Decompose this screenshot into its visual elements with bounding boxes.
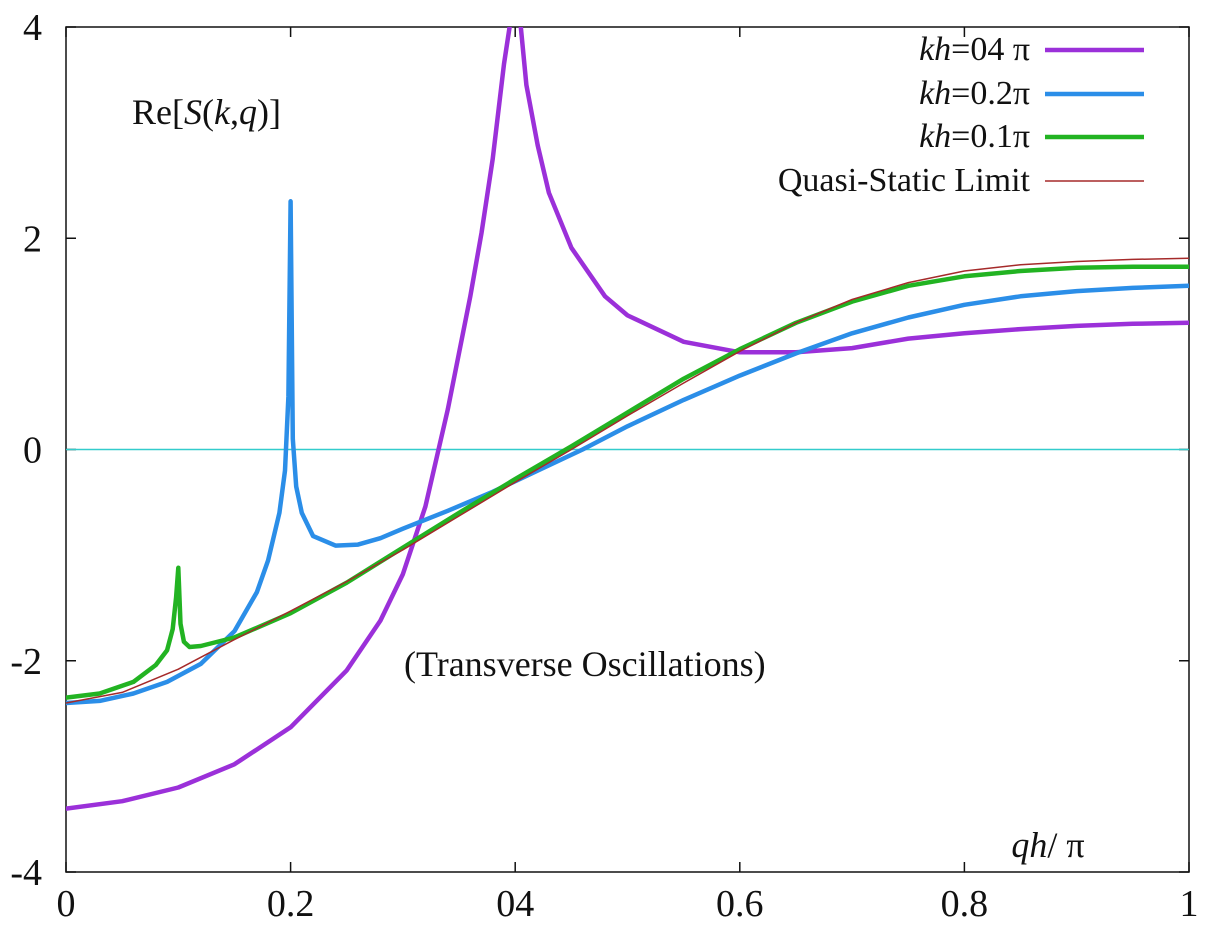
series-line-3 <box>66 257 1189 704</box>
y-tick-label: -2 <box>10 641 42 683</box>
y-tick-label: -4 <box>10 852 42 894</box>
tick-labels: 0 0.2 04 0.6 0.8 1 4 2 0 -2 -4 <box>10 7 1198 925</box>
legend-label-3: Quasi-Static Limit <box>778 162 1031 199</box>
x-tick-label: 1 <box>1180 883 1199 925</box>
x-axis-label: qh/ π <box>1011 825 1084 865</box>
legend-label-0: kh=04 π <box>919 31 1030 68</box>
series-line-0 <box>66 27 1189 811</box>
x-tick-label: 0.6 <box>716 883 764 925</box>
x-tick-label: 0 <box>57 883 76 925</box>
legend: kh=04 π kh=0.2π kh=0.1π Quasi-Static Limit <box>778 31 1144 199</box>
legend-label-1: kh=0.2π <box>919 75 1030 112</box>
legend-label-2: kh=0.1π <box>919 118 1030 155</box>
y-tick-label: 4 <box>23 7 42 49</box>
annotation-transverse-oscillations: (Transverse Oscillations) <box>404 644 766 684</box>
x-tick-label: 0.2 <box>267 883 315 925</box>
y-tick-label: 0 <box>23 430 42 472</box>
y-tick-label: 2 <box>23 218 42 260</box>
series-lines <box>66 27 1189 811</box>
y-axis-label: Re[S(k,q)] <box>132 92 281 132</box>
x-tick-label: 04 <box>496 883 534 925</box>
series-line-1 <box>66 199 1189 706</box>
x-tick-label: 0.8 <box>941 883 989 925</box>
